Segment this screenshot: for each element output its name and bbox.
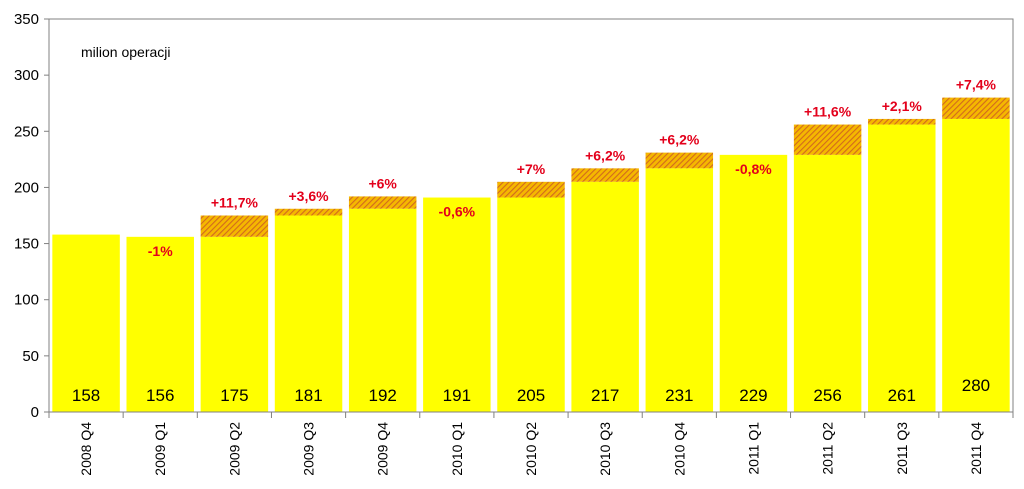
change-label: +7,4%	[956, 77, 997, 93]
bar-value-label: 217	[591, 386, 619, 405]
bar-value-label: 192	[369, 386, 397, 405]
bar-base	[645, 168, 714, 412]
bar-value-label: 256	[813, 386, 841, 405]
bar-value-label: 191	[443, 386, 471, 405]
change-label: +6,2%	[659, 132, 700, 148]
x-tick-label: 2010 Q1	[449, 422, 465, 476]
y-tick-label: 100	[14, 292, 39, 309]
bar	[719, 154, 788, 412]
bar-base	[942, 118, 1010, 412]
bar	[423, 197, 491, 412]
y-tick-label: 150	[14, 236, 39, 253]
bar-value-label: 231	[665, 386, 693, 405]
y-tick-label: 350	[14, 11, 39, 28]
bar-value-label: 229	[739, 386, 767, 405]
bar-value-label: 181	[294, 386, 322, 405]
change-label: +2,1%	[882, 98, 923, 114]
bar-increase	[942, 97, 1010, 119]
bar-increase	[274, 208, 343, 216]
bar-value-label: 205	[517, 386, 545, 405]
x-tick-label: 2009 Q4	[375, 422, 391, 476]
bar-base	[348, 208, 417, 412]
x-tick-label: 2011 Q1	[745, 422, 761, 475]
bar-base	[200, 236, 269, 412]
change-label: +11,6%	[804, 104, 852, 120]
x-tick-label: 2009 Q3	[301, 422, 317, 476]
bar-value-label: 280	[962, 376, 990, 395]
change-label: +11,7%	[211, 195, 259, 211]
unit-label: milion operacji	[81, 44, 170, 60]
y-tick-label: 250	[14, 123, 39, 140]
change-label: -0,6%	[439, 204, 476, 220]
bar	[52, 234, 120, 412]
bar-base	[868, 124, 936, 412]
x-tick-label: 2009 Q1	[152, 422, 168, 476]
bar-base	[274, 215, 343, 412]
x-tick-label: 2010 Q4	[671, 422, 687, 476]
change-label: +6,2%	[585, 147, 626, 163]
change-label: +6%	[368, 175, 397, 191]
y-tick-label: 50	[22, 348, 39, 365]
change-label: -1%	[148, 243, 173, 259]
bar-increase	[571, 168, 639, 182]
bar-increase	[793, 124, 862, 155]
x-tick-label: 2010 Q3	[597, 422, 613, 476]
bar-base	[793, 154, 862, 412]
y-tick-label: 200	[14, 179, 39, 196]
x-tick-label: 2011 Q2	[820, 422, 836, 475]
bar-base	[571, 181, 639, 412]
bar-increase	[868, 118, 936, 125]
bar-increase	[497, 181, 565, 198]
change-label: +3,6%	[288, 188, 329, 204]
y-tick-label: 0	[31, 404, 39, 421]
bar-base	[497, 197, 565, 412]
bar-value-label: 158	[72, 386, 100, 405]
change-label: -0,8%	[735, 161, 772, 177]
bar-value-label: 261	[888, 386, 916, 405]
change-label: +7%	[517, 161, 546, 177]
x-tick-label: 2010 Q2	[523, 422, 539, 476]
bar-value-label: 175	[220, 386, 248, 405]
x-tick-label: 2011 Q4	[968, 422, 984, 475]
bar	[126, 236, 194, 412]
x-tick-label: 2009 Q2	[226, 422, 242, 476]
bar-increase	[200, 215, 269, 237]
x-tick-label: 2011 Q3	[894, 422, 910, 475]
bar-value-label: 156	[146, 386, 174, 405]
x-tick-label: 2008 Q4	[78, 422, 94, 476]
bar-increase	[348, 196, 417, 209]
bar-increase	[645, 152, 714, 169]
y-tick-label: 300	[14, 67, 39, 84]
